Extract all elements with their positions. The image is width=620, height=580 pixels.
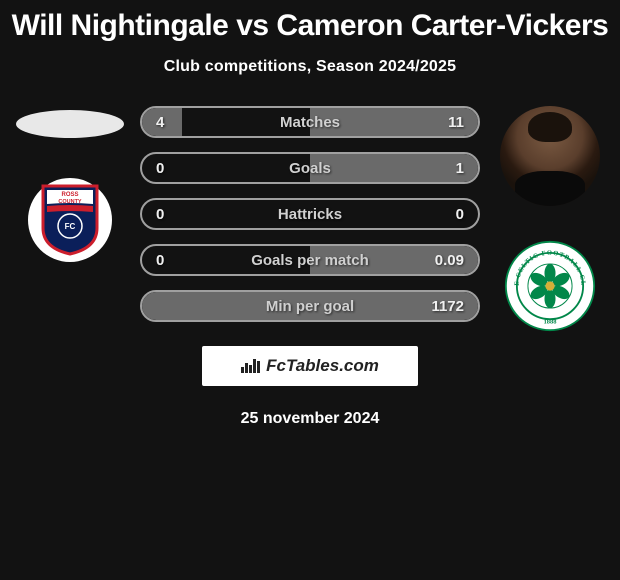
stat-right-value: 1 — [414, 160, 464, 177]
stat-left-value: 0 — [156, 206, 206, 223]
player-left-column: ROSS COUNTY FC — [10, 106, 130, 262]
stat-left-value: 4 — [156, 114, 206, 131]
ross-county-badge-icon: ROSS COUNTY FC — [39, 184, 101, 256]
celtic-badge-icon: THE CELTIC FOOTBALL CLUB 1888 — [504, 240, 596, 332]
subtitle: Club competitions, Season 2024/2025 — [0, 58, 620, 76]
brand-text: FcTables.com — [266, 356, 379, 376]
stat-right-value: 0.09 — [414, 252, 464, 269]
svg-text:FC: FC — [65, 222, 76, 231]
stat-row: 0Hattricks0 — [140, 198, 480, 230]
svg-text:ROSS: ROSS — [61, 192, 78, 198]
svg-text:COUNTY: COUNTY — [58, 199, 82, 205]
stat-left-value: 0 — [156, 160, 206, 177]
stat-row: 0Goals1 — [140, 152, 480, 184]
svg-text:1888: 1888 — [544, 319, 557, 326]
stats-container: 4Matches110Goals10Hattricks00Goals per m… — [140, 106, 480, 322]
stat-right-value: 0 — [414, 206, 464, 223]
date-text: 25 november 2024 — [0, 410, 620, 428]
player-left-club-badge: ROSS COUNTY FC — [28, 178, 112, 262]
stat-right-value: 1172 — [414, 298, 464, 315]
stat-right-value: 11 — [414, 114, 464, 131]
comparison-content: ROSS COUNTY FC THE CELTIC FOOTBALL CLUB … — [0, 106, 620, 428]
player-right-column: THE CELTIC FOOTBALL CLUB 1888 — [490, 106, 610, 336]
brand-chart-icon — [241, 359, 260, 373]
player-right-club-badge: THE CELTIC FOOTBALL CLUB 1888 — [500, 236, 600, 336]
player-right-avatar — [500, 106, 600, 206]
stat-row: 4Matches11 — [140, 106, 480, 138]
stat-row: Min per goal1172 — [140, 290, 480, 322]
stat-row: 0Goals per match0.09 — [140, 244, 480, 276]
stat-label: Matches — [206, 114, 414, 131]
brand-box: FcTables.com — [202, 346, 418, 386]
stat-label: Goals — [206, 160, 414, 177]
stat-left-value: 0 — [156, 252, 206, 269]
stat-label: Hattricks — [206, 206, 414, 223]
player-left-avatar — [16, 110, 124, 138]
stat-label: Min per goal — [206, 298, 414, 315]
page-title: Will Nightingale vs Cameron Carter-Vicke… — [0, 0, 620, 44]
stat-label: Goals per match — [206, 252, 414, 269]
